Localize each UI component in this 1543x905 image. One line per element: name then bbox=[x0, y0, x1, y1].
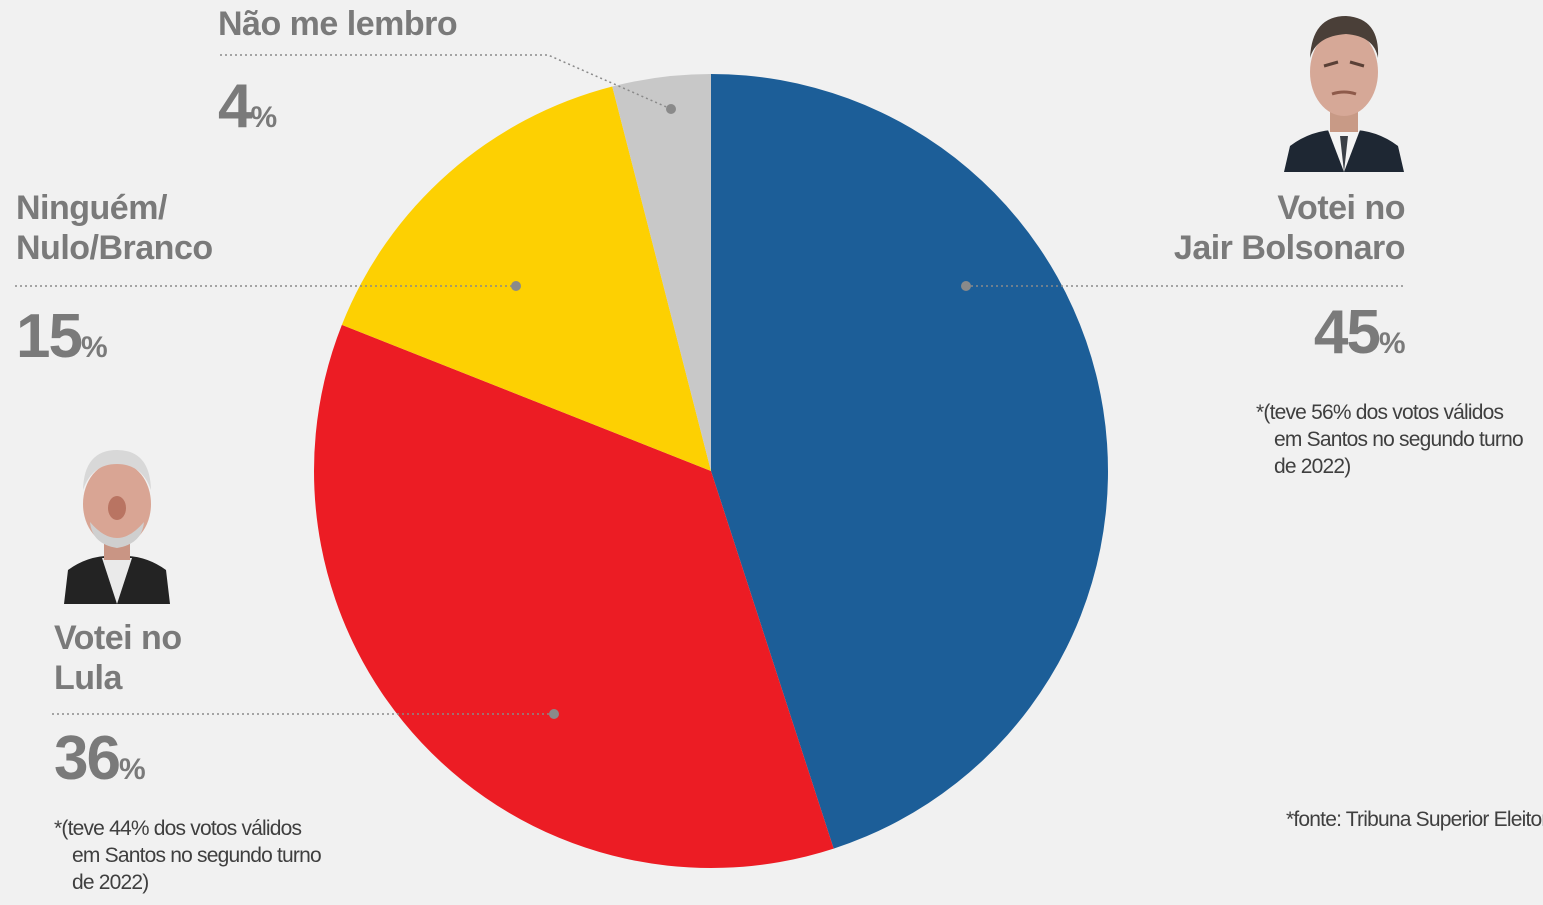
note-bolsonaro: *(teve 56% dos votos válidos em Santos n… bbox=[1256, 400, 1524, 481]
value-nao-lembro: 4% bbox=[218, 70, 277, 143]
portrait-lula bbox=[64, 442, 170, 604]
pie-slice-votei-no-jair-bolsonaro bbox=[711, 74, 1108, 849]
value-nao-lembro-unit: % bbox=[250, 101, 277, 134]
note-lula: *(teve 44% dos votos válidos em Santos n… bbox=[54, 816, 322, 897]
label-bolsonaro-line1: Votei no bbox=[1277, 189, 1405, 227]
label-bolsonaro: Votei no Jair Bolsonaro bbox=[1173, 188, 1406, 268]
value-bolsonaro-number: 45 bbox=[1313, 298, 1381, 367]
note-bolsonaro-line3: de 2022) bbox=[1274, 454, 1351, 478]
note-bolsonaro-line2: em Santos no segundo turno bbox=[1274, 427, 1524, 451]
value-ninguem-number: 15 bbox=[16, 302, 83, 371]
source-note: *fonte: Tribuna Superior Eleitoral bbox=[1286, 807, 1543, 834]
label-nao-lembro: Não me lembro bbox=[218, 4, 458, 44]
value-nao-lembro-number: 4 bbox=[218, 72, 253, 141]
value-lula: 36% bbox=[54, 722, 146, 795]
label-lula: Votei no Lula bbox=[54, 618, 182, 698]
portrait-bolsonaro bbox=[1284, 6, 1404, 172]
pie-slices bbox=[313, 74, 1108, 869]
note-lula-line1: *(teve 44% dos votos válidos bbox=[54, 817, 302, 840]
label-nao-lembro-name: Não me lembro bbox=[218, 5, 458, 43]
value-bolsonaro: 45% bbox=[1313, 296, 1406, 369]
value-lula-number: 36 bbox=[54, 724, 121, 793]
leader-dot-lula bbox=[549, 709, 559, 719]
note-lula-line3: de 2022) bbox=[72, 870, 149, 894]
label-ninguem-line2: Nulo/Branco bbox=[16, 229, 213, 268]
portrait-lula-drawing bbox=[64, 450, 170, 604]
note-bolsonaro-line1: *(teve 56% dos votos válidos bbox=[1256, 401, 1504, 424]
label-ninguem: Ninguém/ Nulo/Branco bbox=[16, 188, 213, 268]
leader-lines bbox=[15, 54, 1404, 719]
pie-slice-nao-me-lembro bbox=[612, 74, 711, 471]
pie-slice-ninguem-nulo-branco bbox=[341, 86, 711, 472]
leader-dot-nao-lembro bbox=[666, 104, 676, 114]
source-note-text: *fonte: Tribuna Superior Eleitoral bbox=[1286, 808, 1543, 831]
label-bolsonaro-line2: Jair Bolsonaro bbox=[1173, 229, 1406, 268]
value-lula-unit: % bbox=[118, 753, 146, 786]
value-ninguem-unit: % bbox=[80, 331, 108, 364]
value-ninguem: 15% bbox=[16, 300, 108, 373]
leader-dot-ninguem bbox=[511, 281, 521, 291]
portrait-bolsonaro-drawing bbox=[1284, 16, 1404, 172]
pie-slice-votei-no-lula bbox=[313, 324, 834, 869]
value-bolsonaro-unit: % bbox=[1378, 327, 1406, 360]
label-lula-line1: Votei no bbox=[54, 619, 182, 657]
label-ninguem-line1: Ninguém/ bbox=[16, 189, 167, 227]
note-lula-line2: em Santos no segundo turno bbox=[72, 843, 322, 867]
label-lula-line2: Lula bbox=[54, 659, 122, 698]
leader-dot-bolsonaro bbox=[961, 281, 971, 291]
